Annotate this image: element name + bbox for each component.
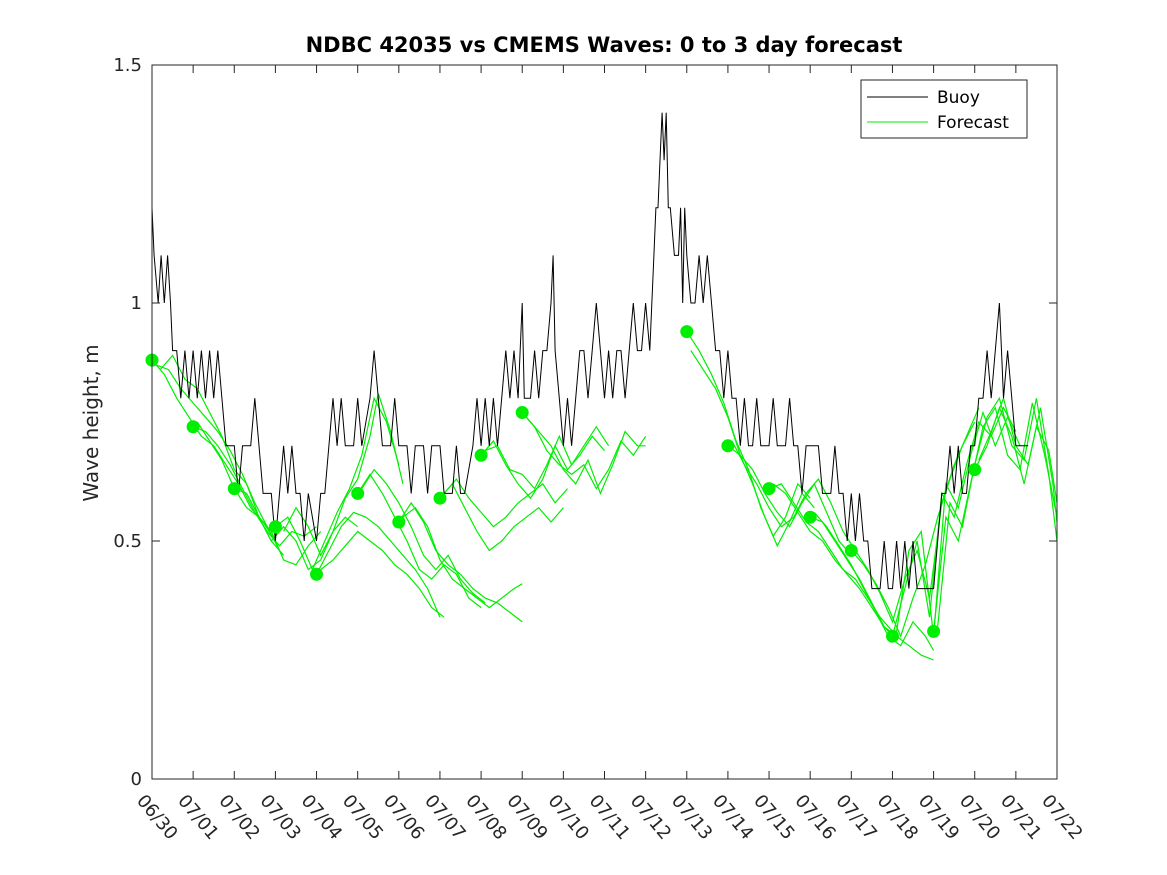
forecast-start-marker-13 — [763, 482, 776, 495]
plot-area — [146, 113, 1058, 660]
x-tick-label: 07/13 — [667, 791, 716, 844]
x-tick-label: 07/09 — [502, 791, 551, 844]
y-tick-label: 0.5 — [113, 531, 142, 552]
buoy-line — [152, 113, 1028, 589]
forecast-start-marker-11 — [680, 325, 693, 338]
x-tick-label: 07/22 — [1037, 791, 1086, 844]
wave-height-chart: NDBC 42035 vs CMEMS Waves: 0 to 3 day fo… — [0, 0, 1167, 875]
forecast-line-30 — [855, 408, 978, 622]
x-tick-label: 07/18 — [873, 791, 922, 844]
y-tick-label: 1 — [131, 293, 142, 314]
x-axis: 06/3007/0107/0207/0307/0407/0507/0607/07… — [132, 65, 1086, 844]
y-axis-label: Wave height, m — [79, 344, 103, 501]
forecast-line-33 — [934, 403, 1057, 631]
forecast-start-marker-5 — [310, 568, 323, 581]
legend: Buoy Forecast — [861, 80, 1027, 138]
x-tick-label: 07/12 — [626, 791, 675, 844]
x-tick-label: 07/08 — [461, 791, 510, 844]
forecast-line-17 — [481, 436, 604, 498]
forecast-start-marker-17 — [927, 625, 940, 638]
axes-box — [152, 65, 1057, 779]
x-tick-label: 07/10 — [544, 791, 593, 844]
x-tick-label: 07/15 — [749, 791, 798, 844]
forecast-start-marker-12 — [721, 439, 734, 452]
chart-title: NDBC 42035 vs CMEMS Waves: 0 to 3 day fo… — [306, 33, 903, 57]
forecast-line-21 — [687, 332, 810, 537]
x-tick-label: 07/06 — [379, 791, 428, 844]
forecast-start-marker-2 — [187, 420, 200, 433]
forecast-line-13 — [399, 503, 522, 622]
forecast-start-marker-16 — [886, 630, 899, 643]
x-tick-label: 07/21 — [996, 791, 1045, 844]
forecast-line-18 — [485, 427, 608, 489]
forecast-line-14 — [403, 508, 522, 608]
x-tick-label: 07/07 — [420, 791, 469, 844]
y-axis: 0 0.5 1 1.5 — [113, 55, 1057, 790]
x-tick-label: 07/05 — [338, 791, 387, 844]
forecast-line-22 — [691, 351, 814, 546]
forecast-start-marker-14 — [804, 511, 817, 524]
y-tick-label: 1.5 — [113, 55, 142, 76]
forecast-start-marker-3 — [228, 482, 241, 495]
forecast-start-marker-10 — [516, 406, 529, 419]
x-tick-label: 07/17 — [831, 791, 880, 844]
forecast-start-marker-8 — [434, 492, 447, 505]
x-tick-label: 07/16 — [790, 791, 839, 844]
forecast-line-20 — [526, 417, 645, 493]
forecast-start-marker-18 — [968, 463, 981, 476]
forecast-start-marker-4 — [269, 520, 282, 533]
x-tick-label: 07/19 — [914, 791, 963, 844]
x-tick-label: 07/03 — [256, 791, 305, 844]
x-tick-label: 07/11 — [585, 791, 634, 844]
forecast-start-marker-9 — [475, 449, 488, 462]
y-tick-label: 0 — [131, 769, 142, 790]
forecast-line-15 — [440, 484, 563, 551]
legend-forecast-label: Forecast — [937, 113, 1009, 133]
forecast-start-marker-6 — [351, 487, 364, 500]
forecast-start-marker-15 — [845, 544, 858, 557]
x-tick-label: 06/30 — [132, 791, 181, 844]
legend-buoy-label: Buoy — [937, 88, 980, 108]
x-tick-label: 07/20 — [955, 791, 1004, 844]
x-tick-label: 07/04 — [297, 791, 346, 844]
forecast-line-9 — [317, 512, 441, 617]
forecast-start-marker-7 — [392, 516, 405, 529]
x-tick-label: 07/14 — [708, 791, 757, 844]
x-tick-label: 07/01 — [173, 791, 222, 844]
x-tick-label: 07/02 — [214, 791, 263, 844]
